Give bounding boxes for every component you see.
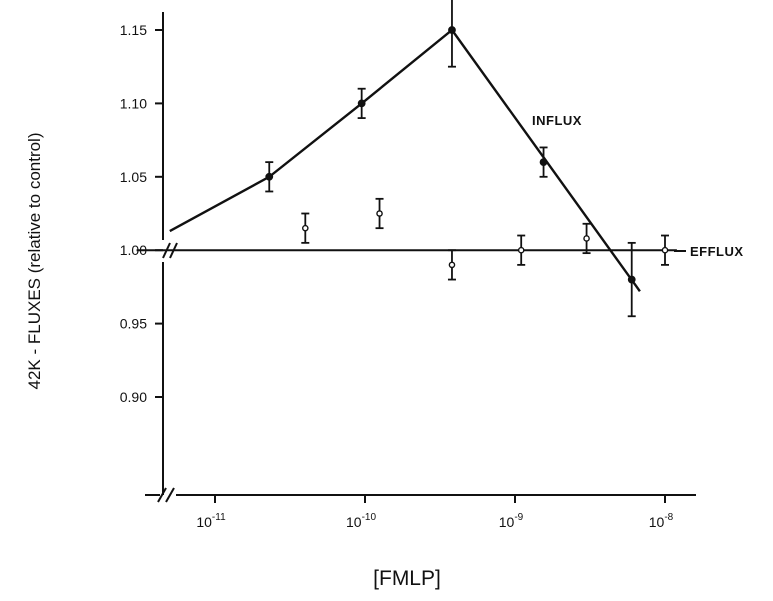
data-points <box>265 26 669 284</box>
x-tick-label: 10-9 <box>499 512 524 530</box>
series-lines <box>136 28 686 293</box>
x-tick-label: 10-10 <box>346 512 376 530</box>
data-point-influx <box>539 158 548 167</box>
error-bars <box>265 0 669 318</box>
axes <box>145 12 696 503</box>
y-tick-label: 0.95 <box>120 316 147 332</box>
x-tick-label: 10-11 <box>196 512 226 530</box>
data-point-influx <box>627 275 636 284</box>
y-tick-label: 1.15 <box>120 22 147 38</box>
data-point-efflux <box>583 235 590 242</box>
x-tick-label: 10-8 <box>649 512 674 530</box>
series-line-influx <box>169 28 641 293</box>
data-point-efflux <box>661 246 669 254</box>
data-point-efflux <box>517 246 525 254</box>
series-label-efflux: EFFLUX <box>690 244 744 259</box>
data-point-influx <box>448 26 456 34</box>
x-axis-break-mark <box>165 487 175 503</box>
data-point-efflux <box>302 224 309 232</box>
data-point-efflux <box>448 261 456 269</box>
ticks: 0.90 0.95 1.00 1.05 1.10 1.15 10-11 10-10 10-9 10… <box>120 22 674 530</box>
y-tick-label: 1.00 <box>120 242 147 258</box>
x-axis-break-mark <box>157 487 167 503</box>
y-axis-label: 42K - FLUXES (relative to control) <box>25 133 44 390</box>
x-axis-label: [FMLP] <box>373 567 441 590</box>
data-point-influx <box>357 99 366 108</box>
y-tick-label: 1.10 <box>120 95 147 111</box>
series-label-influx: INFLUX <box>532 113 582 128</box>
data-point-influx <box>265 172 274 181</box>
y-tick-label: 1.05 <box>120 169 147 185</box>
y-tick-label: 0.90 <box>120 389 147 405</box>
data-point-efflux <box>376 210 383 217</box>
